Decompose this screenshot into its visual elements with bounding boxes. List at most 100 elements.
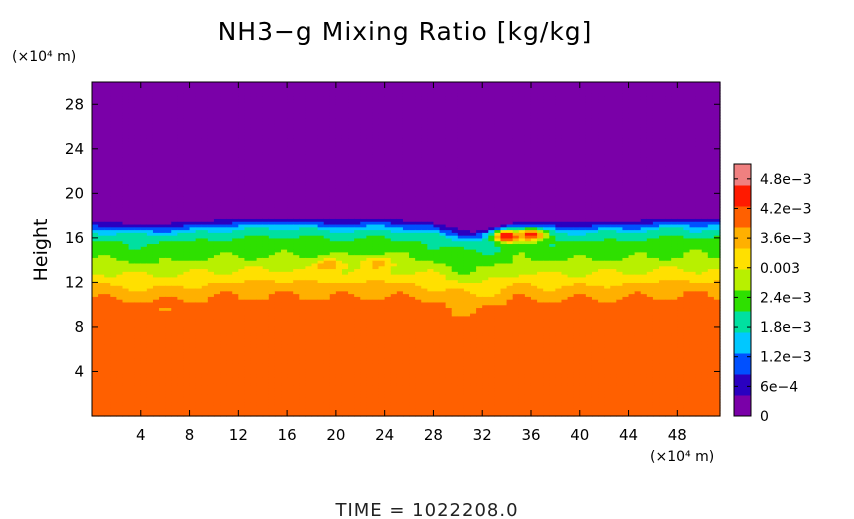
heatmap-cell [256, 243, 264, 247]
heatmap-cell [293, 268, 300, 272]
heatmap-cell [232, 393, 239, 398]
heatmap-cell [299, 254, 306, 258]
heatmap-cell [213, 371, 221, 375]
heatmap-cell [98, 168, 105, 172]
heatmap-cell [165, 193, 172, 197]
heatmap-cell [238, 232, 246, 236]
heatmap-cell [213, 274, 221, 278]
heatmap-cell [213, 260, 221, 264]
heatmap-cell [226, 115, 233, 119]
heatmap-cell [152, 84, 160, 89]
heatmap-cell [116, 107, 124, 111]
heatmap-cell [110, 207, 117, 211]
heatmap-cell [189, 340, 197, 345]
heatmap-cell [335, 382, 343, 386]
heatmap-cell [207, 129, 215, 133]
heatmap-cell [152, 190, 160, 194]
heatmap-cell [341, 282, 349, 286]
heatmap-cell [92, 182, 99, 186]
heatmap-cell [140, 324, 148, 328]
heatmap-cell [165, 377, 172, 381]
heatmap-cell [335, 343, 343, 348]
heatmap-cell [104, 357, 111, 361]
heatmap-cell [250, 349, 258, 353]
heatmap-cell [323, 132, 331, 136]
heatmap-cell [226, 332, 233, 336]
heatmap-cell [195, 168, 203, 172]
heatmap-cell [238, 237, 246, 242]
heatmap-cell [189, 148, 197, 153]
heatmap-cell [341, 351, 349, 356]
heatmap-cell [152, 243, 160, 247]
heatmap-cell [146, 310, 154, 314]
heatmap-cell [226, 324, 233, 328]
heatmap-cell [287, 357, 294, 361]
heatmap-cell [256, 146, 264, 150]
heatmap-cell [146, 413, 154, 417]
heatmap-cell [189, 310, 197, 314]
heatmap-cell [104, 112, 111, 116]
heatmap-cell [92, 221, 99, 225]
heatmap-cell [116, 196, 124, 200]
heatmap-cell [262, 301, 270, 306]
heatmap-cell [177, 226, 185, 231]
heatmap-cell [128, 335, 136, 339]
heatmap-cell [220, 187, 227, 192]
heatmap-cell [92, 165, 99, 169]
heatmap-cell [329, 296, 337, 300]
heatmap-cell [317, 118, 325, 122]
heatmap-cell [116, 118, 124, 122]
heatmap-cell [213, 157, 221, 161]
heatmap-cell [256, 346, 264, 350]
heatmap-cell [299, 363, 306, 367]
heatmap-cell [329, 360, 337, 364]
heatmap-cell [171, 332, 178, 336]
heatmap-cell [220, 329, 227, 334]
heatmap-cell [195, 151, 203, 155]
heatmap-cell [226, 112, 233, 116]
heatmap-cell [293, 371, 300, 375]
heatmap-cell [281, 134, 288, 139]
heatmap-cell [335, 146, 343, 150]
heatmap-cell [226, 184, 233, 189]
heatmap-cell [311, 332, 319, 336]
heatmap-cell [98, 115, 105, 119]
heatmap-cell [323, 240, 331, 245]
heatmap-cell [232, 137, 239, 142]
heatmap-cell [183, 207, 191, 211]
heatmap-cell [189, 157, 197, 161]
heatmap-cell [122, 285, 130, 289]
heatmap-cell [274, 335, 282, 339]
heatmap-cell [183, 187, 191, 192]
heatmap-cell [323, 296, 331, 300]
heatmap-cell [299, 123, 306, 128]
heatmap-cell [171, 112, 178, 116]
heatmap-cell [323, 377, 331, 381]
heatmap-cell [98, 365, 105, 370]
heatmap-cell [183, 368, 191, 373]
heatmap-cell [183, 134, 191, 139]
heatmap-cell [171, 249, 178, 253]
heatmap-cell [226, 198, 233, 203]
heatmap-cell [238, 126, 246, 130]
heatmap-cell [317, 357, 325, 361]
heatmap-cell [146, 332, 154, 336]
heatmap-cell [110, 360, 117, 364]
heatmap-cell [98, 187, 105, 192]
heatmap-cell [323, 165, 331, 169]
heatmap-cell [311, 190, 319, 194]
heatmap-cell [256, 134, 264, 139]
heatmap-cell [317, 382, 325, 386]
heatmap-cell [226, 223, 233, 228]
heatmap-cell [226, 168, 233, 172]
heatmap-cell [299, 187, 306, 192]
heatmap-field [92, 82, 721, 417]
heatmap-cell [299, 385, 306, 389]
heatmap-cell [317, 335, 325, 339]
heatmap-cell [110, 368, 117, 373]
heatmap-cell [287, 301, 294, 306]
heatmap-cell [171, 287, 178, 292]
heatmap-cell [232, 148, 239, 153]
heatmap-cell [335, 399, 343, 403]
heatmap-cell [171, 196, 178, 200]
